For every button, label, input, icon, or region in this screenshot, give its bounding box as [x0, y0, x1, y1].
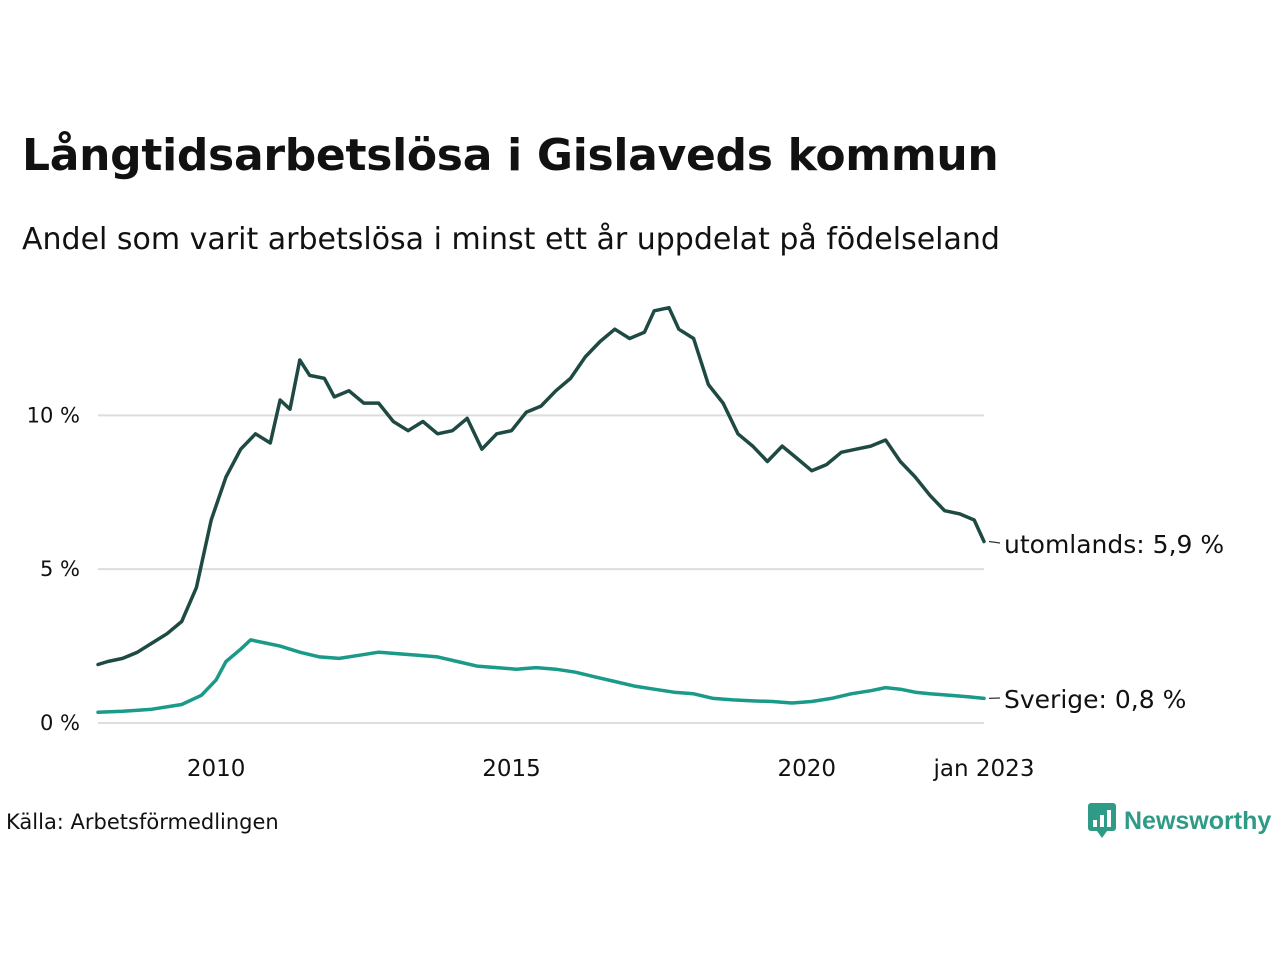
series-lines — [96, 305, 986, 714]
series-line-utomlands — [96, 305, 986, 667]
source-note: Källa: Arbetsförmedlingen — [6, 810, 279, 834]
end-label-sverige: Sverige: 0,8 % — [1004, 685, 1186, 714]
x-tick-label: 2010 — [187, 756, 246, 782]
brand-logo[interactable]: Newsworthy — [1088, 803, 1271, 839]
x-axis-tick-labels: 2010 2015 2020 jan 2023 — [187, 756, 1035, 782]
series-line-sverige — [96, 638, 986, 714]
x-tick-label: jan 2023 — [933, 756, 1035, 782]
gridlines — [98, 414, 984, 724]
end-label-leader-utomlands — [988, 540, 1001, 544]
end-label-utomlands: utomlands: 5,9 % — [1004, 530, 1224, 559]
series-end-labels: utomlands: 5,9 % Sverige: 0,8 % — [988, 530, 1224, 714]
y-axis-tick-labels: 0 % 5 % 10 % — [27, 403, 80, 735]
x-tick-label: 2015 — [482, 756, 541, 782]
brand-name: Newsworthy — [1124, 806, 1272, 835]
y-tick-label: 5 % — [40, 557, 80, 581]
newsworthy-logo-icon — [1088, 803, 1116, 838]
chart-title: Långtidsarbetslösa i Gislaveds kommun — [22, 130, 999, 181]
y-tick-label: 0 % — [40, 711, 80, 735]
y-tick-label: 10 % — [27, 403, 80, 427]
chart-subtitle: Andel som varit arbetslösa i minst ett å… — [22, 222, 1000, 257]
x-tick-label: 2020 — [778, 756, 837, 782]
